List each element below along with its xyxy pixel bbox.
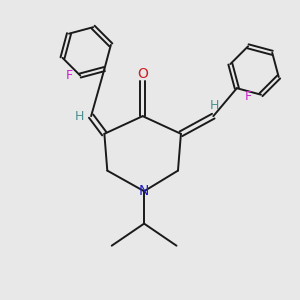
- Text: F: F: [245, 90, 252, 103]
- Text: F: F: [65, 69, 73, 82]
- Text: O: O: [137, 67, 148, 81]
- Text: H: H: [210, 99, 220, 112]
- Text: N: N: [139, 184, 149, 198]
- Text: H: H: [75, 110, 85, 123]
